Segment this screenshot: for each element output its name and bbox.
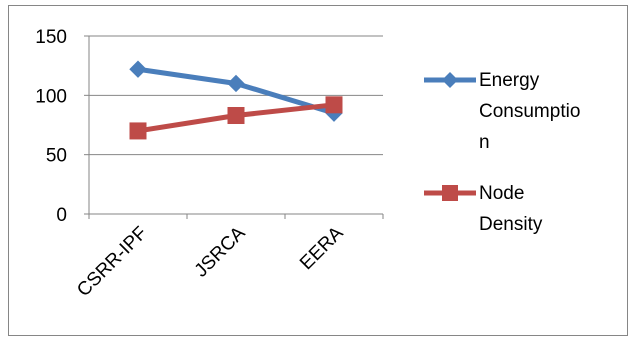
y-tick-label: 150 bbox=[35, 27, 67, 48]
y-axis-tick-labels: 0 50 100 150 bbox=[35, 27, 67, 226]
legend-label: Node Density bbox=[479, 183, 543, 235]
data-point bbox=[325, 96, 343, 114]
legend-label: Energy Consumptio n bbox=[479, 70, 580, 153]
x-tick-label: EERA bbox=[296, 222, 348, 274]
data-series bbox=[129, 60, 343, 140]
data-point bbox=[227, 74, 245, 93]
axes bbox=[84, 35, 384, 219]
series-1 bbox=[129, 96, 343, 140]
legend-entry-0: Energy Consumptio n bbox=[424, 70, 580, 153]
x-axis-tick-labels: CSRR-IPF JSRCA EERA bbox=[73, 222, 348, 301]
y-tick-label: 50 bbox=[46, 146, 67, 167]
legend-entry-1: Node Density bbox=[424, 183, 543, 235]
gridlines bbox=[89, 35, 383, 156]
legend-marker bbox=[442, 72, 458, 88]
line-chart: 0 50 100 150 CSRR-IPF JSRCA EERA Energy Consum… bbox=[35, 27, 580, 301]
series-0 bbox=[129, 60, 343, 122]
data-point bbox=[129, 60, 147, 78]
x-tick-label: CSRR-IPF bbox=[73, 223, 151, 301]
x-tick-label: JSRCA bbox=[191, 222, 250, 281]
y-tick-label: 100 bbox=[35, 86, 67, 107]
data-point bbox=[129, 122, 147, 140]
legend-marker bbox=[442, 185, 458, 201]
legend: Energy Consumptio n Node Density bbox=[424, 70, 580, 235]
chart-area: 0 50 100 150 CSRR-IPF JSRCA EERA Energy Consum… bbox=[8, 5, 628, 336]
y-tick-label: 0 bbox=[56, 205, 67, 226]
data-point bbox=[227, 107, 245, 125]
